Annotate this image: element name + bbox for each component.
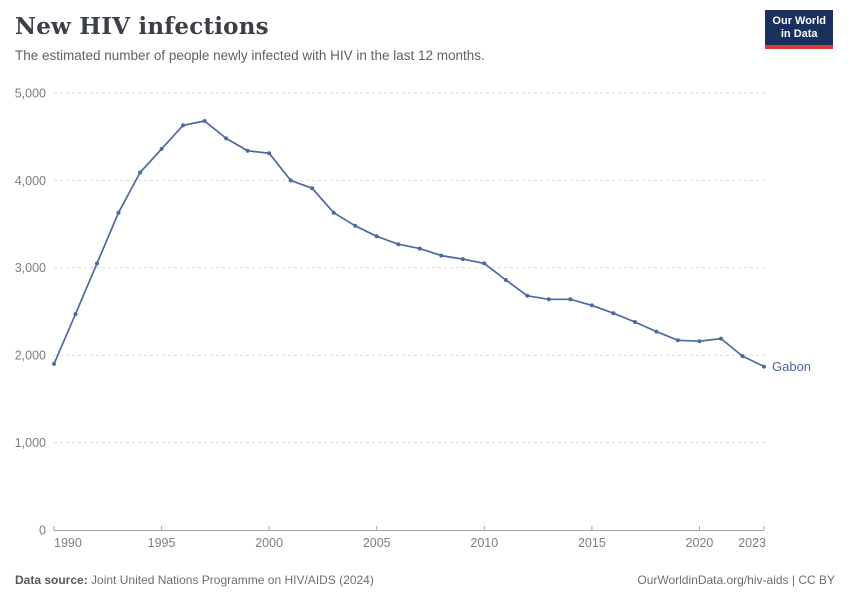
data-point: [675, 338, 680, 343]
y-axis-tick-label: 0: [39, 523, 46, 537]
y-axis-tick-label: 1,000: [15, 436, 46, 450]
data-point: [245, 148, 250, 153]
x-axis-tick-label: 2020: [686, 536, 714, 550]
data-point: [654, 329, 659, 334]
data-point: [568, 297, 573, 302]
data-point: [224, 136, 229, 141]
data-point: [310, 186, 315, 191]
data-source-text: Joint United Nations Programme on HIV/AI…: [91, 573, 374, 587]
owid-logo-line2: in Data: [780, 28, 818, 41]
data-point: [503, 278, 508, 282]
owid-credit-link[interactable]: OurWorldinData.org/hiv-aids | CC BY: [637, 573, 835, 587]
data-point: [138, 170, 143, 175]
data-point: [525, 293, 530, 298]
data-point: [417, 246, 422, 251]
data-point: [740, 354, 745, 359]
chart-header: New HIV infections The estimated number …: [15, 10, 835, 63]
data-point: [611, 311, 616, 316]
data-point: [288, 178, 293, 183]
x-axis-tick-label: 2000: [255, 536, 283, 550]
chart-footer: Data source: Joint United Nations Progra…: [15, 573, 835, 587]
data-point: [331, 210, 336, 215]
y-axis-tick-label: 3,000: [15, 261, 46, 275]
data-point: [439, 253, 444, 258]
data-point: [719, 336, 723, 341]
data-line[interactable]: [53, 120, 765, 368]
x-axis-tick-label: 2005: [363, 536, 391, 550]
data-point: [202, 119, 207, 123]
data-point: [116, 210, 121, 215]
y-axis-tick-label: 5,000: [15, 86, 46, 100]
x-axis-tick-label: 1995: [148, 536, 176, 550]
x-axis-tick-label: 2010: [470, 536, 498, 550]
data-point: [460, 257, 465, 262]
data-point: [267, 151, 272, 156]
data-source: Data source: Joint United Nations Progra…: [15, 573, 374, 587]
data-point: [73, 312, 78, 317]
data-point: [95, 261, 99, 266]
data-point: [353, 223, 358, 228]
data-source-label: Data source:: [15, 573, 88, 587]
data-point: [159, 146, 164, 151]
data-point: [52, 361, 56, 366]
data-point: [374, 234, 379, 239]
data-point: [762, 364, 766, 369]
y-axis-tick-label: 2,000: [15, 349, 46, 363]
data-point: [697, 339, 702, 344]
data-point: [546, 297, 551, 302]
x-axis-tick-label: 2023: [738, 536, 766, 550]
entity-label[interactable]: Gabon: [772, 359, 811, 374]
data-point: [181, 123, 186, 128]
data-point: [589, 303, 594, 308]
x-axis-tick-label: 1990: [54, 536, 82, 550]
data-point: [396, 242, 401, 247]
y-axis-tick-label: 4,000: [15, 174, 46, 188]
owid-logo: Our World in Data: [765, 10, 833, 50]
x-axis-tick-label: 2015: [578, 536, 606, 550]
data-point: [632, 320, 637, 324]
data-point: [482, 261, 487, 266]
chart-title: New HIV infections: [15, 13, 269, 40]
chart-subtitle: The estimated number of people newly inf…: [15, 48, 485, 63]
owid-logo-line1: Our World: [772, 15, 826, 27]
